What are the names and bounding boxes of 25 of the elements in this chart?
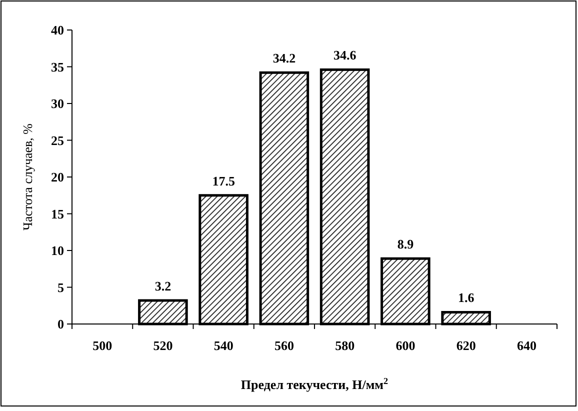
- y-tick-label: 5: [58, 280, 64, 295]
- y-tick-label: 20: [51, 170, 64, 185]
- x-tick-label: 560: [274, 338, 294, 353]
- x-tick-label: 520: [153, 338, 173, 353]
- x-axis-title: Предел текучести, Н/мм$^{2}$: [240, 376, 389, 392]
- y-tick-label: 15: [51, 206, 64, 222]
- y-tick-label: 40: [51, 22, 64, 38]
- data-label: 34.2: [272, 50, 296, 66]
- x-tick-label: 540: [214, 338, 234, 353]
- x-tick-label: 580: [335, 338, 355, 353]
- data-label: 1.6: [458, 290, 475, 306]
- y-axis-title: Частота случаев, %: [20, 123, 35, 230]
- x-tick-label: 600: [396, 338, 416, 353]
- data-label: 34.6: [333, 48, 357, 63]
- data-label: 3.2: [154, 278, 172, 294]
- y-tick-label: 30: [51, 96, 64, 112]
- y-tick-label: 0: [58, 316, 64, 332]
- data-label: 17.5: [212, 173, 236, 188]
- y-tick-label: 10: [51, 243, 64, 258]
- x-tick-label: 500: [92, 338, 112, 353]
- y-tick-label: 25: [51, 132, 64, 148]
- x-tick-label: 620: [456, 338, 476, 353]
- data-label: 8.9: [397, 236, 414, 252]
- x-tick-label: 640: [516, 338, 536, 353]
- y-tick-label: 35: [51, 59, 64, 74]
